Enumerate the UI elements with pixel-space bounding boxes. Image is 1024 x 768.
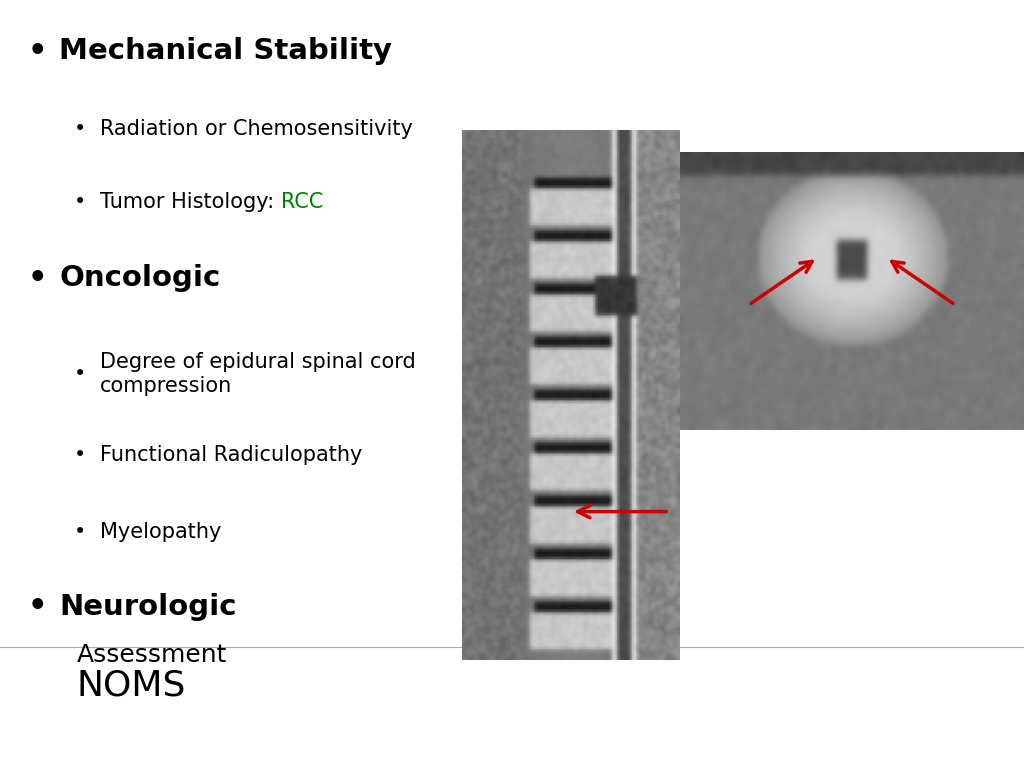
Text: Neurologic: Neurologic [59,593,237,621]
Text: •: • [74,192,86,212]
Text: Mechanical Stability: Mechanical Stability [59,38,392,65]
Text: Assessment: Assessment [77,643,227,667]
Text: Oncologic: Oncologic [59,264,220,292]
Text: •: • [74,522,86,542]
Text: RCC: RCC [282,192,324,212]
Text: Degree of epidural spinal cord
compression: Degree of epidural spinal cord compressi… [100,352,416,396]
Text: Myelopathy: Myelopathy [100,522,222,542]
Text: •: • [74,445,86,465]
Text: Functional Radiculopathy: Functional Radiculopathy [100,445,362,465]
Text: •: • [74,364,86,384]
Text: •: • [28,263,47,293]
Text: •: • [74,119,86,139]
Text: •: • [28,37,47,66]
Text: •: • [28,592,47,621]
Text: Radiation or Chemosensitivity: Radiation or Chemosensitivity [100,119,414,139]
Text: Tumor Histology:: Tumor Histology: [100,192,282,212]
Text: NOMS: NOMS [77,669,186,703]
